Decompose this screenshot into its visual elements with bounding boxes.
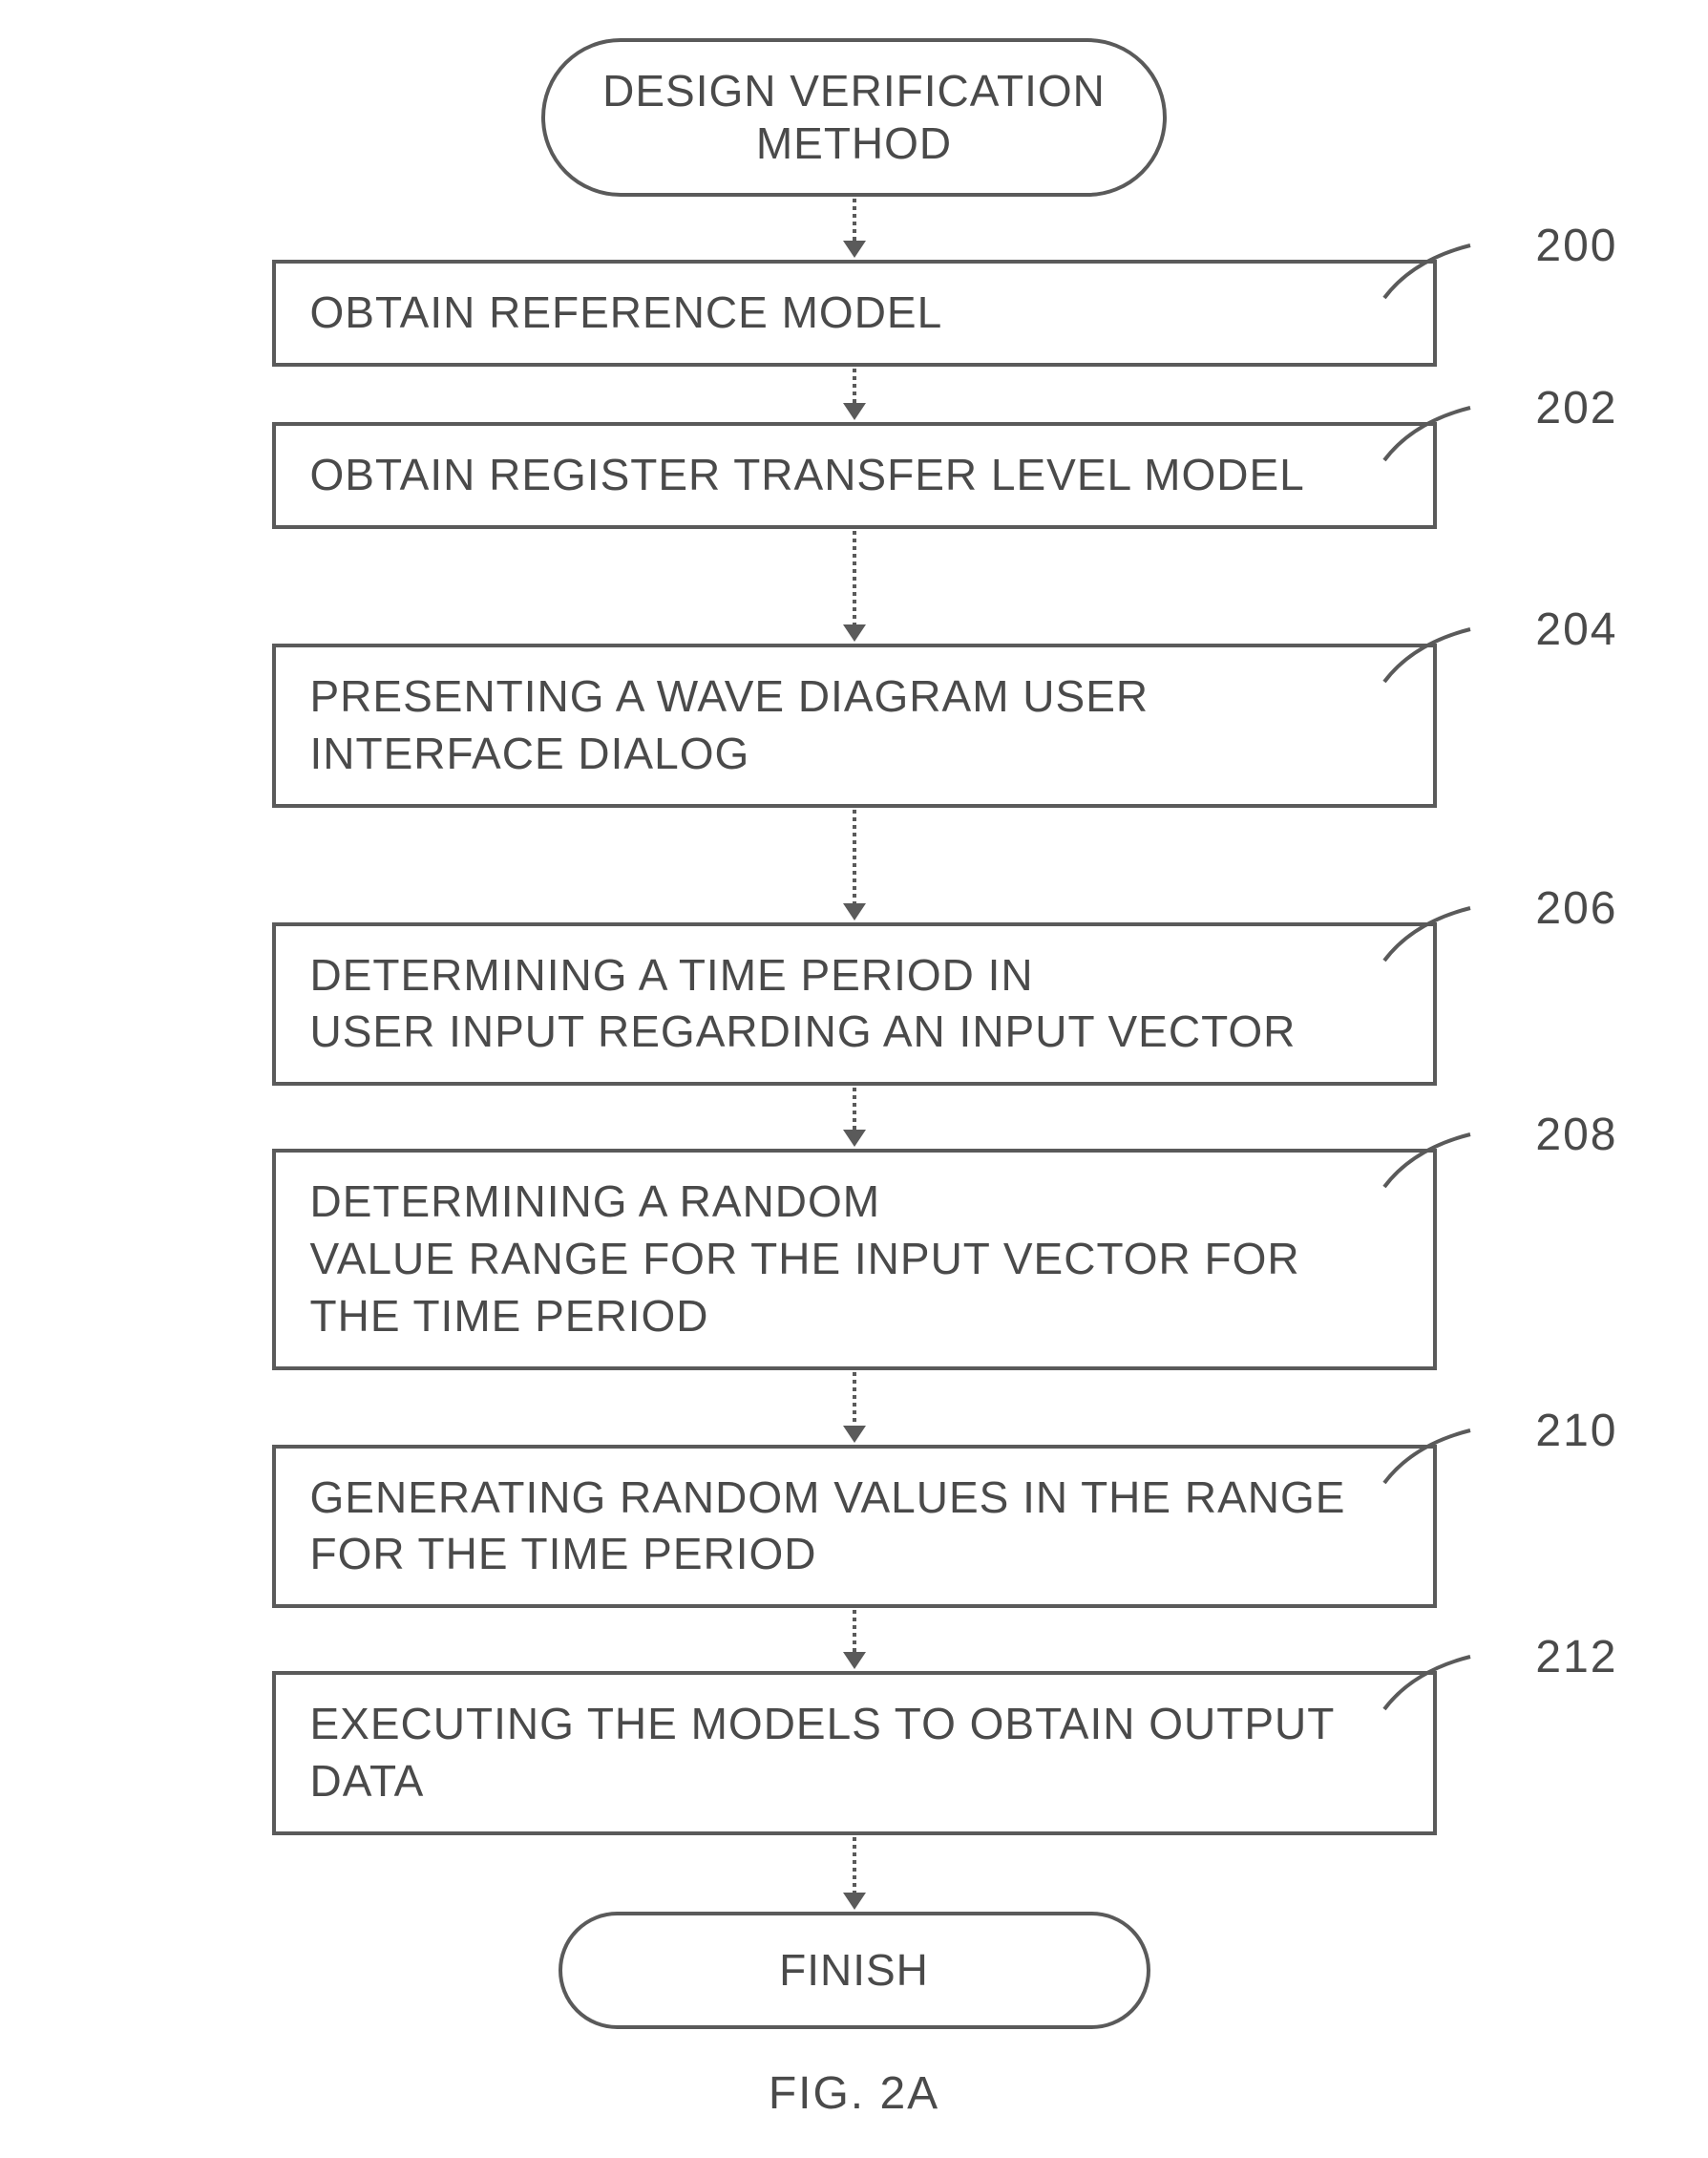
arrow-line <box>853 531 856 626</box>
arrow-head-icon <box>843 1652 866 1669</box>
arrow-head-icon <box>843 1130 866 1147</box>
process-node: EXECUTING THE MODELS TO OBTAIN OUTPUT DA… <box>272 1671 1437 1835</box>
ref-label: 208 <box>1535 1109 1617 1161</box>
node-wrapper: DESIGN VERIFICATIONMETHOD <box>138 38 1571 197</box>
node-wrapper: OBTAIN REFERENCE MODEL200 <box>138 260 1571 367</box>
arrow-line <box>853 810 856 905</box>
node-wrapper: DETERMINING A TIME PERIOD INUSER INPUT R… <box>138 922 1571 1087</box>
node-wrapper: DETERMINING A RANDOMVALUE RANGE FOR THE … <box>138 1149 1571 1369</box>
terminator-node: DESIGN VERIFICATIONMETHOD <box>541 38 1167 197</box>
figure-caption: FIG. 2A <box>769 2067 939 2120</box>
arrow <box>843 531 866 642</box>
ref-label: 210 <box>1535 1405 1617 1457</box>
ref-label: 200 <box>1535 220 1617 272</box>
ref-label: 202 <box>1535 382 1617 434</box>
arrow-line <box>853 199 856 243</box>
process-node: DETERMINING A RANDOMVALUE RANGE FOR THE … <box>272 1149 1437 1369</box>
ref-label: 204 <box>1535 603 1617 656</box>
process-node: GENERATING RANDOM VALUES IN THE RANGE FO… <box>272 1445 1437 1609</box>
arrow <box>843 1372 866 1443</box>
arrow <box>843 1088 866 1147</box>
ref-label: 212 <box>1535 1631 1617 1683</box>
arrow-line <box>853 1610 856 1654</box>
arrow <box>843 1837 866 1910</box>
flowchart-container: DESIGN VERIFICATIONMETHOD OBTAIN REFERENC… <box>138 38 1571 2120</box>
node-wrapper: OBTAIN REGISTER TRANSFER LEVEL MODEL202 <box>138 422 1571 529</box>
node-wrapper: GENERATING RANDOM VALUES IN THE RANGE FO… <box>138 1445 1571 1609</box>
node-wrapper: PRESENTING A WAVE DIAGRAM USER INTERFACE… <box>138 644 1571 808</box>
process-node: OBTAIN REFERENCE MODEL <box>272 260 1437 367</box>
process-node: DETERMINING A TIME PERIOD INUSER INPUT R… <box>272 922 1437 1087</box>
arrow-head-icon <box>843 1426 866 1443</box>
arrow <box>843 810 866 920</box>
arrow-line <box>853 1837 856 1894</box>
arrow-line <box>853 369 856 405</box>
ref-label: 206 <box>1535 882 1617 935</box>
arrow <box>843 1610 866 1669</box>
arrow-head-icon <box>843 903 866 920</box>
terminator-node: FINISH <box>559 1912 1150 2029</box>
process-node: OBTAIN REGISTER TRANSFER LEVEL MODEL <box>272 422 1437 529</box>
arrow <box>843 369 866 420</box>
node-wrapper: FINISH <box>138 1912 1571 2029</box>
node-wrapper: EXECUTING THE MODELS TO OBTAIN OUTPUT DA… <box>138 1671 1571 1835</box>
arrow-head-icon <box>843 403 866 420</box>
arrow <box>843 199 866 258</box>
arrow-head-icon <box>843 241 866 258</box>
process-node: PRESENTING A WAVE DIAGRAM USER INTERFACE… <box>272 644 1437 808</box>
arrow-head-icon <box>843 1893 866 1910</box>
arrow-line <box>853 1372 856 1428</box>
arrow-line <box>853 1088 856 1132</box>
arrow-head-icon <box>843 624 866 642</box>
